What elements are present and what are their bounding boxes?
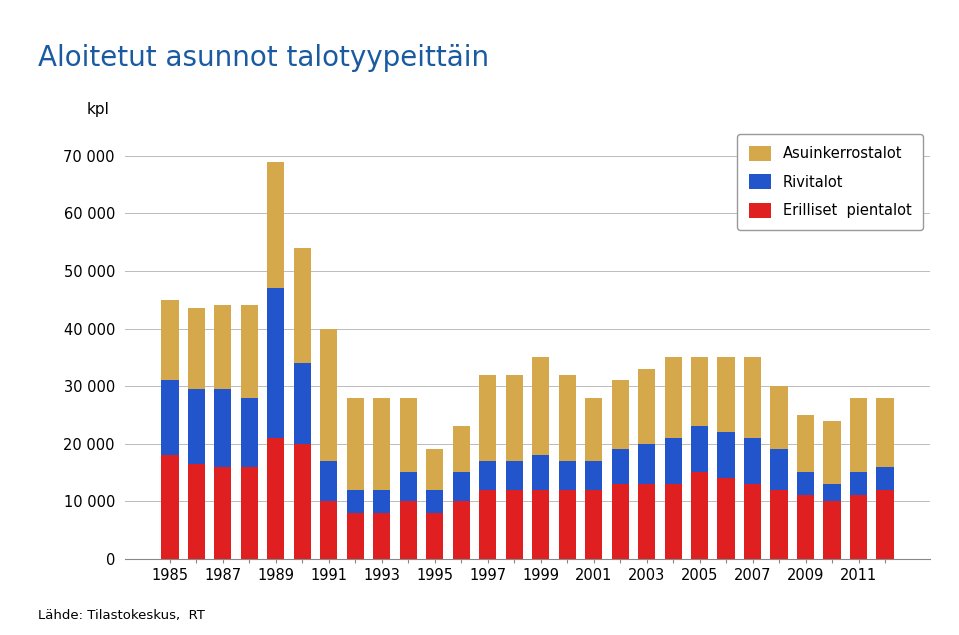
Bar — [320, 501, 338, 559]
Bar — [558, 375, 575, 461]
Bar — [824, 484, 841, 501]
Bar — [770, 386, 787, 450]
Bar — [505, 375, 523, 461]
Bar — [744, 438, 761, 484]
Bar — [824, 501, 841, 559]
Bar — [373, 398, 390, 490]
Bar — [347, 398, 363, 490]
Bar — [665, 438, 682, 484]
Bar — [320, 328, 338, 461]
Bar — [293, 444, 311, 559]
Bar — [480, 375, 497, 461]
Text: Aloitetut asunnot talotyypeittäin: Aloitetut asunnot talotyypeittäin — [38, 44, 489, 72]
Bar — [850, 472, 867, 495]
Bar — [744, 484, 761, 559]
Bar — [850, 495, 867, 559]
Bar — [744, 358, 761, 438]
Bar — [770, 490, 787, 559]
Bar — [877, 467, 894, 490]
Bar — [400, 472, 417, 501]
Bar — [850, 398, 867, 472]
Bar — [161, 300, 178, 380]
Bar — [585, 398, 602, 461]
Bar — [293, 248, 311, 363]
Text: kpl: kpl — [86, 102, 109, 117]
Bar — [400, 501, 417, 559]
Bar — [505, 490, 523, 559]
Bar — [638, 444, 655, 484]
Bar — [188, 389, 205, 464]
Bar — [532, 455, 550, 490]
Bar — [665, 484, 682, 559]
Bar — [453, 426, 470, 472]
Bar — [797, 495, 814, 559]
Bar — [638, 369, 655, 444]
Bar — [293, 363, 311, 444]
Bar — [691, 426, 708, 472]
Bar — [214, 389, 231, 467]
Bar — [241, 398, 258, 467]
Text: Lähde: Tilastokeskus,  RT: Lähde: Tilastokeskus, RT — [38, 609, 205, 622]
Bar — [268, 288, 285, 438]
Bar — [691, 472, 708, 559]
Bar — [717, 358, 735, 432]
Bar — [426, 490, 443, 512]
Bar — [877, 490, 894, 559]
Bar — [161, 380, 178, 455]
Bar — [717, 478, 735, 559]
Bar — [691, 358, 708, 426]
Bar — [612, 450, 629, 484]
Bar — [241, 305, 258, 398]
Bar — [612, 380, 629, 450]
Bar — [188, 309, 205, 389]
Bar — [558, 490, 575, 559]
Bar — [214, 305, 231, 389]
Bar — [585, 490, 602, 559]
Bar — [558, 461, 575, 490]
Bar — [480, 490, 497, 559]
Bar — [453, 501, 470, 559]
Bar — [877, 398, 894, 467]
Bar — [770, 450, 787, 490]
Bar — [665, 358, 682, 438]
Bar — [320, 461, 338, 501]
Bar — [505, 461, 523, 490]
Bar — [612, 484, 629, 559]
Bar — [797, 472, 814, 495]
Bar — [638, 484, 655, 559]
Bar — [214, 467, 231, 559]
Bar — [347, 490, 363, 512]
Bar — [347, 512, 363, 559]
Legend: Asuinkerrostalot, Rivitalot, Erilliset  pientalot: Asuinkerrostalot, Rivitalot, Erilliset p… — [737, 134, 923, 230]
Bar — [188, 464, 205, 559]
Bar — [585, 461, 602, 490]
Bar — [532, 358, 550, 455]
Bar — [268, 161, 285, 288]
Bar — [797, 415, 814, 472]
Bar — [824, 420, 841, 484]
Bar — [373, 490, 390, 512]
Bar — [241, 467, 258, 559]
Bar — [426, 450, 443, 490]
Bar — [426, 512, 443, 559]
Bar — [373, 512, 390, 559]
Bar — [453, 472, 470, 501]
Bar — [480, 461, 497, 490]
Bar — [161, 455, 178, 559]
Bar — [532, 490, 550, 559]
Bar — [268, 438, 285, 559]
Bar — [400, 398, 417, 472]
Bar — [717, 432, 735, 478]
